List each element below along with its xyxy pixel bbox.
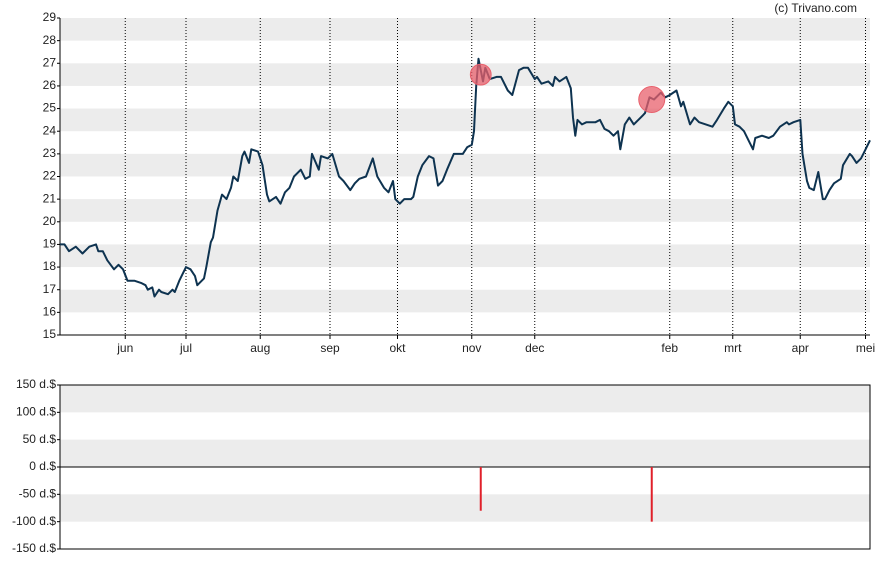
grid-band (60, 153, 870, 177)
y-tick-label: 17 (43, 282, 57, 296)
y-tick-label: 16 (43, 305, 57, 319)
source: (c) Trivano.com (774, 1, 857, 15)
grid-band (60, 494, 870, 522)
y-tick-label: 18 (43, 259, 57, 273)
grid-band (60, 244, 870, 268)
y-tick-label: 20 (43, 214, 57, 228)
x-tick-label: jun (116, 341, 133, 355)
y-tick-label: 50 d.$ (23, 432, 57, 446)
y-tick-label: 15 (43, 327, 57, 341)
y-tick-label: 0 d.$ (29, 459, 56, 473)
grid-band (60, 289, 870, 313)
event-marker (469, 63, 492, 86)
event-marker (638, 86, 666, 114)
y-tick-label: 19 (43, 237, 57, 251)
y-tick-label: 26 (43, 78, 57, 92)
x-tick-label: dec (525, 341, 544, 355)
x-tick-label: jul (179, 341, 192, 355)
grid-band (60, 108, 870, 132)
x-tick-label: okt (389, 341, 406, 355)
y-tick-label: 100 d.$ (16, 405, 56, 419)
y-tick-label: 24 (43, 123, 57, 137)
grid-band (60, 385, 870, 413)
y-tick-label: 27 (43, 55, 57, 69)
grid-band (60, 199, 870, 222)
grid-band (60, 439, 870, 467)
y-tick-label: 23 (43, 146, 57, 160)
x-tick-label: aug (250, 341, 270, 355)
x-tick-label: sep (320, 341, 340, 355)
price-line (60, 57, 871, 298)
x-tick-label: apr (792, 341, 809, 355)
y-tick-label: 21 (43, 191, 57, 205)
x-tick-label: mrt (724, 341, 742, 355)
y-tick-label: -150 d.$ (12, 541, 56, 555)
grid-band (60, 63, 870, 86)
y-tick-label: -100 d.$ (12, 514, 56, 528)
y-tick-label: 28 (43, 33, 57, 47)
grid-band (60, 18, 870, 41)
x-tick-label: mei (856, 341, 875, 355)
y-tick-label: 25 (43, 101, 57, 115)
y-tick-label: 29 (43, 10, 57, 24)
y-tick-label: 150 d.$ (16, 377, 56, 391)
x-tick-label: nov (462, 341, 481, 355)
y-tick-label: 22 (43, 169, 57, 183)
x-tick-label: feb (661, 341, 678, 355)
y-tick-label: -50 d.$ (19, 487, 57, 501)
